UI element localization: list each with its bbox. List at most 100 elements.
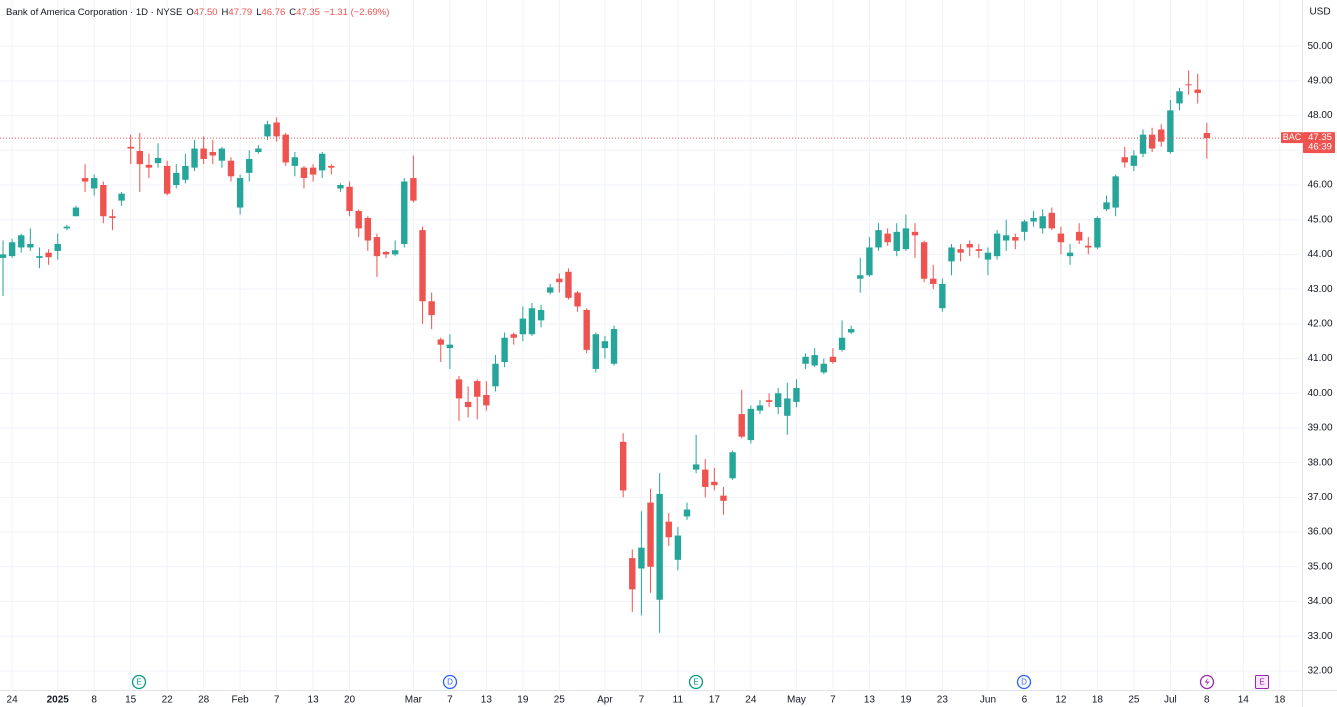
candle-body — [720, 495, 727, 501]
candle-body — [811, 355, 818, 366]
ohlc-key: O — [186, 7, 193, 18]
ohlc-key: C — [289, 7, 296, 18]
candle-body — [647, 502, 654, 567]
candle-body — [1139, 134, 1147, 154]
header-title: Bank of America Corporation · 1D · NYSE — [6, 7, 182, 18]
candle-body — [45, 252, 52, 258]
last-price-label: 47.35 — [1308, 132, 1332, 143]
candle-body — [802, 356, 809, 364]
candle-body — [81, 178, 89, 182]
y-tick-label: 41.00 — [1307, 353, 1332, 364]
y-tick-label: 50.00 — [1307, 41, 1332, 52]
y-tick-label: 38.00 — [1307, 457, 1332, 468]
candle-body — [1103, 202, 1110, 210]
candle-body — [255, 148, 262, 153]
candle-body — [27, 243, 34, 248]
x-tick-label: 13 — [864, 695, 876, 706]
event-marker — [1255, 675, 1269, 689]
candle-body — [91, 178, 98, 189]
candle-body — [227, 160, 235, 177]
event-label: E — [693, 678, 698, 687]
event-label: E — [1259, 678, 1264, 687]
candle-body — [36, 256, 43, 258]
candle-body — [319, 153, 326, 171]
candle-body — [1094, 217, 1101, 248]
y-tick-label: 34.00 — [1307, 596, 1332, 607]
candle-body — [1039, 216, 1046, 229]
candle-body — [674, 535, 682, 560]
candle-body — [419, 230, 426, 302]
candle-body — [765, 400, 773, 402]
candle-body — [1130, 155, 1138, 166]
event-marker — [131, 674, 147, 690]
countdown-label: 46:39 — [1308, 142, 1332, 153]
candle-body — [455, 379, 463, 399]
candle-body — [127, 146, 134, 149]
lightning-event[interactable] — [1199, 674, 1215, 690]
candle-body — [382, 251, 390, 255]
candle-body — [902, 228, 910, 250]
candle-body — [391, 250, 399, 255]
candle-body — [218, 148, 226, 161]
candle-body — [692, 464, 700, 470]
candle-body — [474, 381, 481, 397]
candle-body — [136, 150, 143, 165]
event-marker — [442, 674, 458, 690]
x-tick-label: 7 — [830, 695, 836, 706]
candle-body — [866, 247, 873, 276]
header-change: −1.31 (−2.69%) — [324, 7, 390, 18]
x-tick-label: 7 — [274, 695, 280, 706]
candle-body — [236, 178, 244, 208]
candle-body — [820, 363, 827, 373]
candle-body — [939, 283, 946, 309]
candle-body — [838, 337, 846, 350]
candle-body — [847, 329, 855, 333]
x-tick-label: 23 — [937, 695, 949, 706]
ohlc-value: 47.79 — [228, 7, 252, 18]
x-tick-label: 22 — [162, 695, 174, 706]
x-tick-label: 24 — [745, 695, 757, 706]
x-tick-label: 11 — [673, 695, 684, 706]
candle-body — [1121, 157, 1128, 163]
candle-body — [182, 165, 189, 180]
x-tick-label: 13 — [481, 695, 493, 706]
candle-body — [574, 292, 581, 307]
x-tick-label: Jul — [1164, 695, 1177, 706]
candle-body — [1066, 252, 1074, 257]
candle-body — [638, 547, 645, 569]
x-tick-label: May — [787, 695, 806, 706]
candle-body — [975, 249, 983, 251]
y-tick-label: 45.00 — [1307, 214, 1332, 225]
y-tick-label: 37.00 — [1307, 492, 1332, 503]
candle-body — [519, 318, 527, 335]
event-label: D — [447, 678, 453, 687]
currency: USD — [1309, 7, 1330, 18]
event-label: D — [1021, 678, 1027, 687]
x-tick-label: Feb — [232, 695, 250, 706]
y-tick-label: 48.00 — [1307, 110, 1332, 121]
y-tick-label: 33.00 — [1307, 631, 1332, 642]
candle-body — [1148, 134, 1156, 149]
event-marker — [1016, 674, 1032, 690]
candle-body — [264, 124, 271, 137]
candle-body — [246, 158, 253, 173]
candle-body — [875, 230, 882, 248]
candle-body — [948, 247, 955, 262]
candle-body — [72, 207, 80, 217]
x-tick-label: 6 — [1022, 695, 1028, 706]
candle-body — [911, 231, 919, 236]
candle-body — [702, 469, 709, 487]
candle-body — [857, 275, 864, 279]
candle-body — [8, 242, 16, 257]
candle-body — [656, 493, 663, 600]
candle-body — [300, 167, 308, 179]
candle-body — [282, 134, 289, 163]
x-tick-label: 28 — [198, 695, 210, 706]
candle-body — [893, 231, 900, 251]
x-tick-label: 25 — [1128, 695, 1140, 706]
candle-body — [629, 558, 636, 590]
x-tick-label: 17 — [709, 695, 721, 706]
candle-body — [355, 211, 362, 229]
candle-body — [619, 441, 627, 491]
